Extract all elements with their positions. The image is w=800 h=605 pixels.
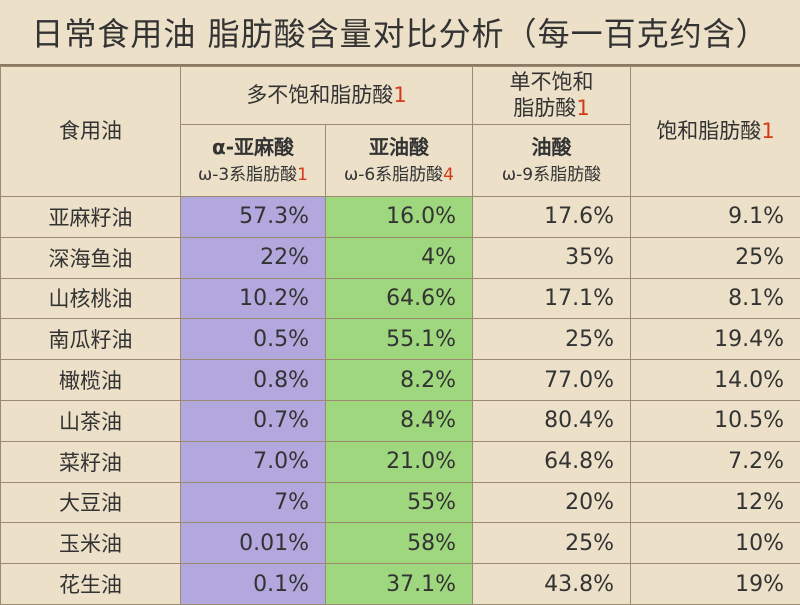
oil-name-cell: 橄榄油 [1,360,181,401]
saturated-cell: 9.1% [631,197,800,238]
oil-name-cell: 山核桃油 [1,278,181,319]
oleic-cell: 77.0% [473,360,631,401]
alpha-linolenic-cell: 7.0% [181,441,326,482]
alpha-linolenic-cell: 0.8% [181,360,326,401]
oil-name-cell: 深海鱼油 [1,237,181,278]
note-marker: 1 [297,165,308,185]
oleic-cell: 80.4% [473,400,631,441]
linoleic-cell: 58% [326,523,473,564]
alpha-linolenic-cell: 22% [181,237,326,278]
saturated-cell: 19% [631,564,800,605]
alpha-linolenic-cell: 0.1% [181,564,326,605]
header-linoleic: 亚油酸 ω-6系脂肪酸4 [326,125,473,197]
alpha-linolenic-cell: 10.2% [181,278,326,319]
header-monounsaturated: 单不饱和 脂肪酸1 [473,67,631,125]
linoleic-cell: 16.0% [326,197,473,238]
linoleic-cell: 64.6% [326,278,473,319]
oleic-cell: 35% [473,237,631,278]
oil-name-cell: 南瓜籽油 [1,319,181,360]
oleic-cell: 17.6% [473,197,631,238]
page-title: 日常食用油 脂肪酸含量对比分析（每一百克约含） [0,0,800,66]
saturated-cell: 10% [631,523,800,564]
oleic-cell: 43.8% [473,564,631,605]
oleic-cell: 17.1% [473,278,631,319]
saturated-cell: 7.2% [631,441,800,482]
alpha-linolenic-cell: 0.5% [181,319,326,360]
saturated-cell: 19.4% [631,319,800,360]
saturated-cell: 14.0% [631,360,800,401]
linoleic-cell: 8.4% [326,400,473,441]
oleic-cell: 64.8% [473,441,631,482]
oil-name-cell: 亚麻籽油 [1,197,181,238]
oil-name-cell: 山茶油 [1,400,181,441]
oleic-cell: 20% [473,482,631,523]
header-oil: 食用油 [1,67,181,197]
alpha-linolenic-cell: 0.7% [181,400,326,441]
header-saturated: 饱和脂肪酸1 [631,67,800,197]
alpha-linolenic-cell: 57.3% [181,197,326,238]
note-marker: 4 [443,165,454,185]
fatty-acid-table: 食用油 多不饱和脂肪酸1 单不饱和 脂肪酸1 饱和脂肪酸1 α-亚麻酸 ω-3系… [0,66,800,605]
linoleic-cell: 8.2% [326,360,473,401]
note-marker: 1 [761,119,774,143]
oil-name-cell: 菜籽油 [1,441,181,482]
linoleic-cell: 21.0% [326,441,473,482]
oil-name-cell: 花生油 [1,564,181,605]
oleic-cell: 25% [473,319,631,360]
linoleic-cell: 4% [326,237,473,278]
oil-name-cell: 玉米油 [1,523,181,564]
saturated-cell: 10.5% [631,400,800,441]
saturated-cell: 25% [631,237,800,278]
oleic-cell: 25% [473,523,631,564]
note-marker: 1 [576,96,589,120]
alpha-linolenic-cell: 0.01% [181,523,326,564]
alpha-linolenic-cell: 7% [181,482,326,523]
header-alpha-linolenic: α-亚麻酸 ω-3系脂肪酸1 [181,125,326,197]
linoleic-cell: 55.1% [326,319,473,360]
saturated-cell: 8.1% [631,278,800,319]
linoleic-cell: 55% [326,482,473,523]
oil-name-cell: 大豆油 [1,482,181,523]
note-marker: 1 [393,83,406,107]
header-oleic: 油酸 ω-9系脂肪酸 [473,125,631,197]
header-polyunsaturated: 多不饱和脂肪酸1 [181,67,473,125]
saturated-cell: 12% [631,482,800,523]
linoleic-cell: 37.1% [326,564,473,605]
